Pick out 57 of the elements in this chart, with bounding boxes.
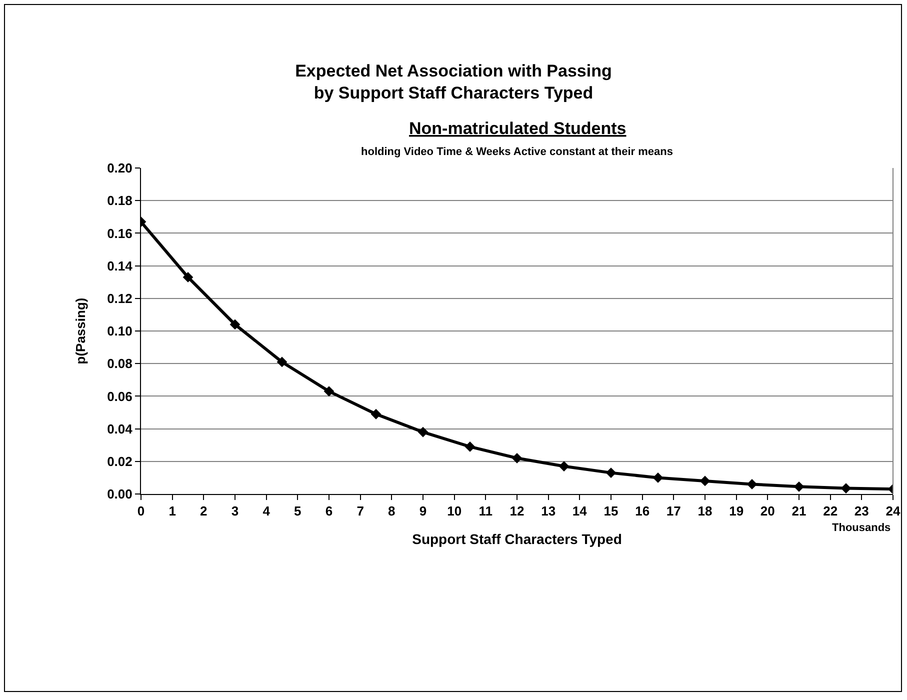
y-tick-label: 0.08	[107, 356, 132, 372]
y-tick-label: 0.04	[107, 421, 134, 436]
x-tick-label: 10	[447, 504, 462, 519]
x-tick-label: 13	[541, 504, 556, 519]
x-tick-label: 8	[388, 504, 396, 519]
text: holding Video Time & Weeks Active constant at their means	[361, 146, 673, 158]
x-tick-label: 19	[729, 504, 744, 519]
point	[794, 481, 804, 492]
point	[370, 408, 382, 420]
x-tick-label: 17	[666, 504, 681, 519]
y-tick-label: 0.10	[107, 324, 132, 339]
point	[840, 483, 852, 494]
x-tick-label: 9	[419, 504, 427, 519]
x-tick-label: 4	[262, 504, 271, 519]
x-tick-label: 11	[478, 504, 493, 519]
y-tick-label: 0.18	[107, 193, 132, 208]
x-tick-label: 15	[604, 504, 618, 519]
y-tick-label: 0.02	[107, 454, 132, 469]
x-tick-label: 1	[168, 504, 176, 519]
point	[700, 476, 710, 486]
y-tick-label: 0.14	[107, 258, 134, 274]
x-tick-label: 6	[325, 504, 333, 519]
y-axis-title: p(Passing)	[73, 298, 88, 364]
x-tick-label: 18	[698, 504, 712, 519]
x-axis-title: Support Staff Characters Typed	[412, 530, 622, 547]
x-tick-label: 2	[200, 504, 208, 519]
x-tick-label: 22	[823, 504, 838, 519]
point	[464, 442, 476, 452]
point	[324, 386, 334, 397]
point	[558, 461, 570, 472]
x-tick-label: 7	[356, 504, 364, 519]
y-tick-label: 0.00	[107, 486, 132, 502]
point	[606, 468, 616, 478]
y-tick-label: 0.06	[107, 388, 132, 404]
point	[230, 319, 240, 330]
x-tick-label: 20	[760, 504, 775, 519]
point	[746, 479, 758, 490]
point	[276, 356, 288, 368]
x-tick-label: 16	[635, 504, 650, 519]
point	[652, 472, 664, 483]
x-tick-label: 0	[137, 504, 145, 519]
y-tick-label: 0.20	[107, 160, 132, 176]
x-tick-label: 23	[854, 504, 869, 519]
x-tick-label: 3	[231, 504, 239, 519]
x-tick-label: 24	[886, 504, 901, 519]
x-tick-label: 14	[572, 504, 588, 519]
point	[418, 426, 428, 438]
x-tick-label: 5	[294, 504, 302, 519]
point	[512, 452, 522, 464]
text: Thousands	[832, 522, 891, 534]
point	[182, 272, 194, 282]
chart-subtitle: Non-matriculated Students	[409, 119, 626, 138]
chart-title: Expected Net Association with Passing by Support Staff Characters Typed	[295, 61, 612, 102]
x-tick-label: 12	[510, 504, 524, 519]
x-tick-label: 21	[792, 504, 806, 519]
y-tick-label: 0.12	[107, 290, 132, 306]
y-tick-label: 0.16	[107, 226, 132, 241]
